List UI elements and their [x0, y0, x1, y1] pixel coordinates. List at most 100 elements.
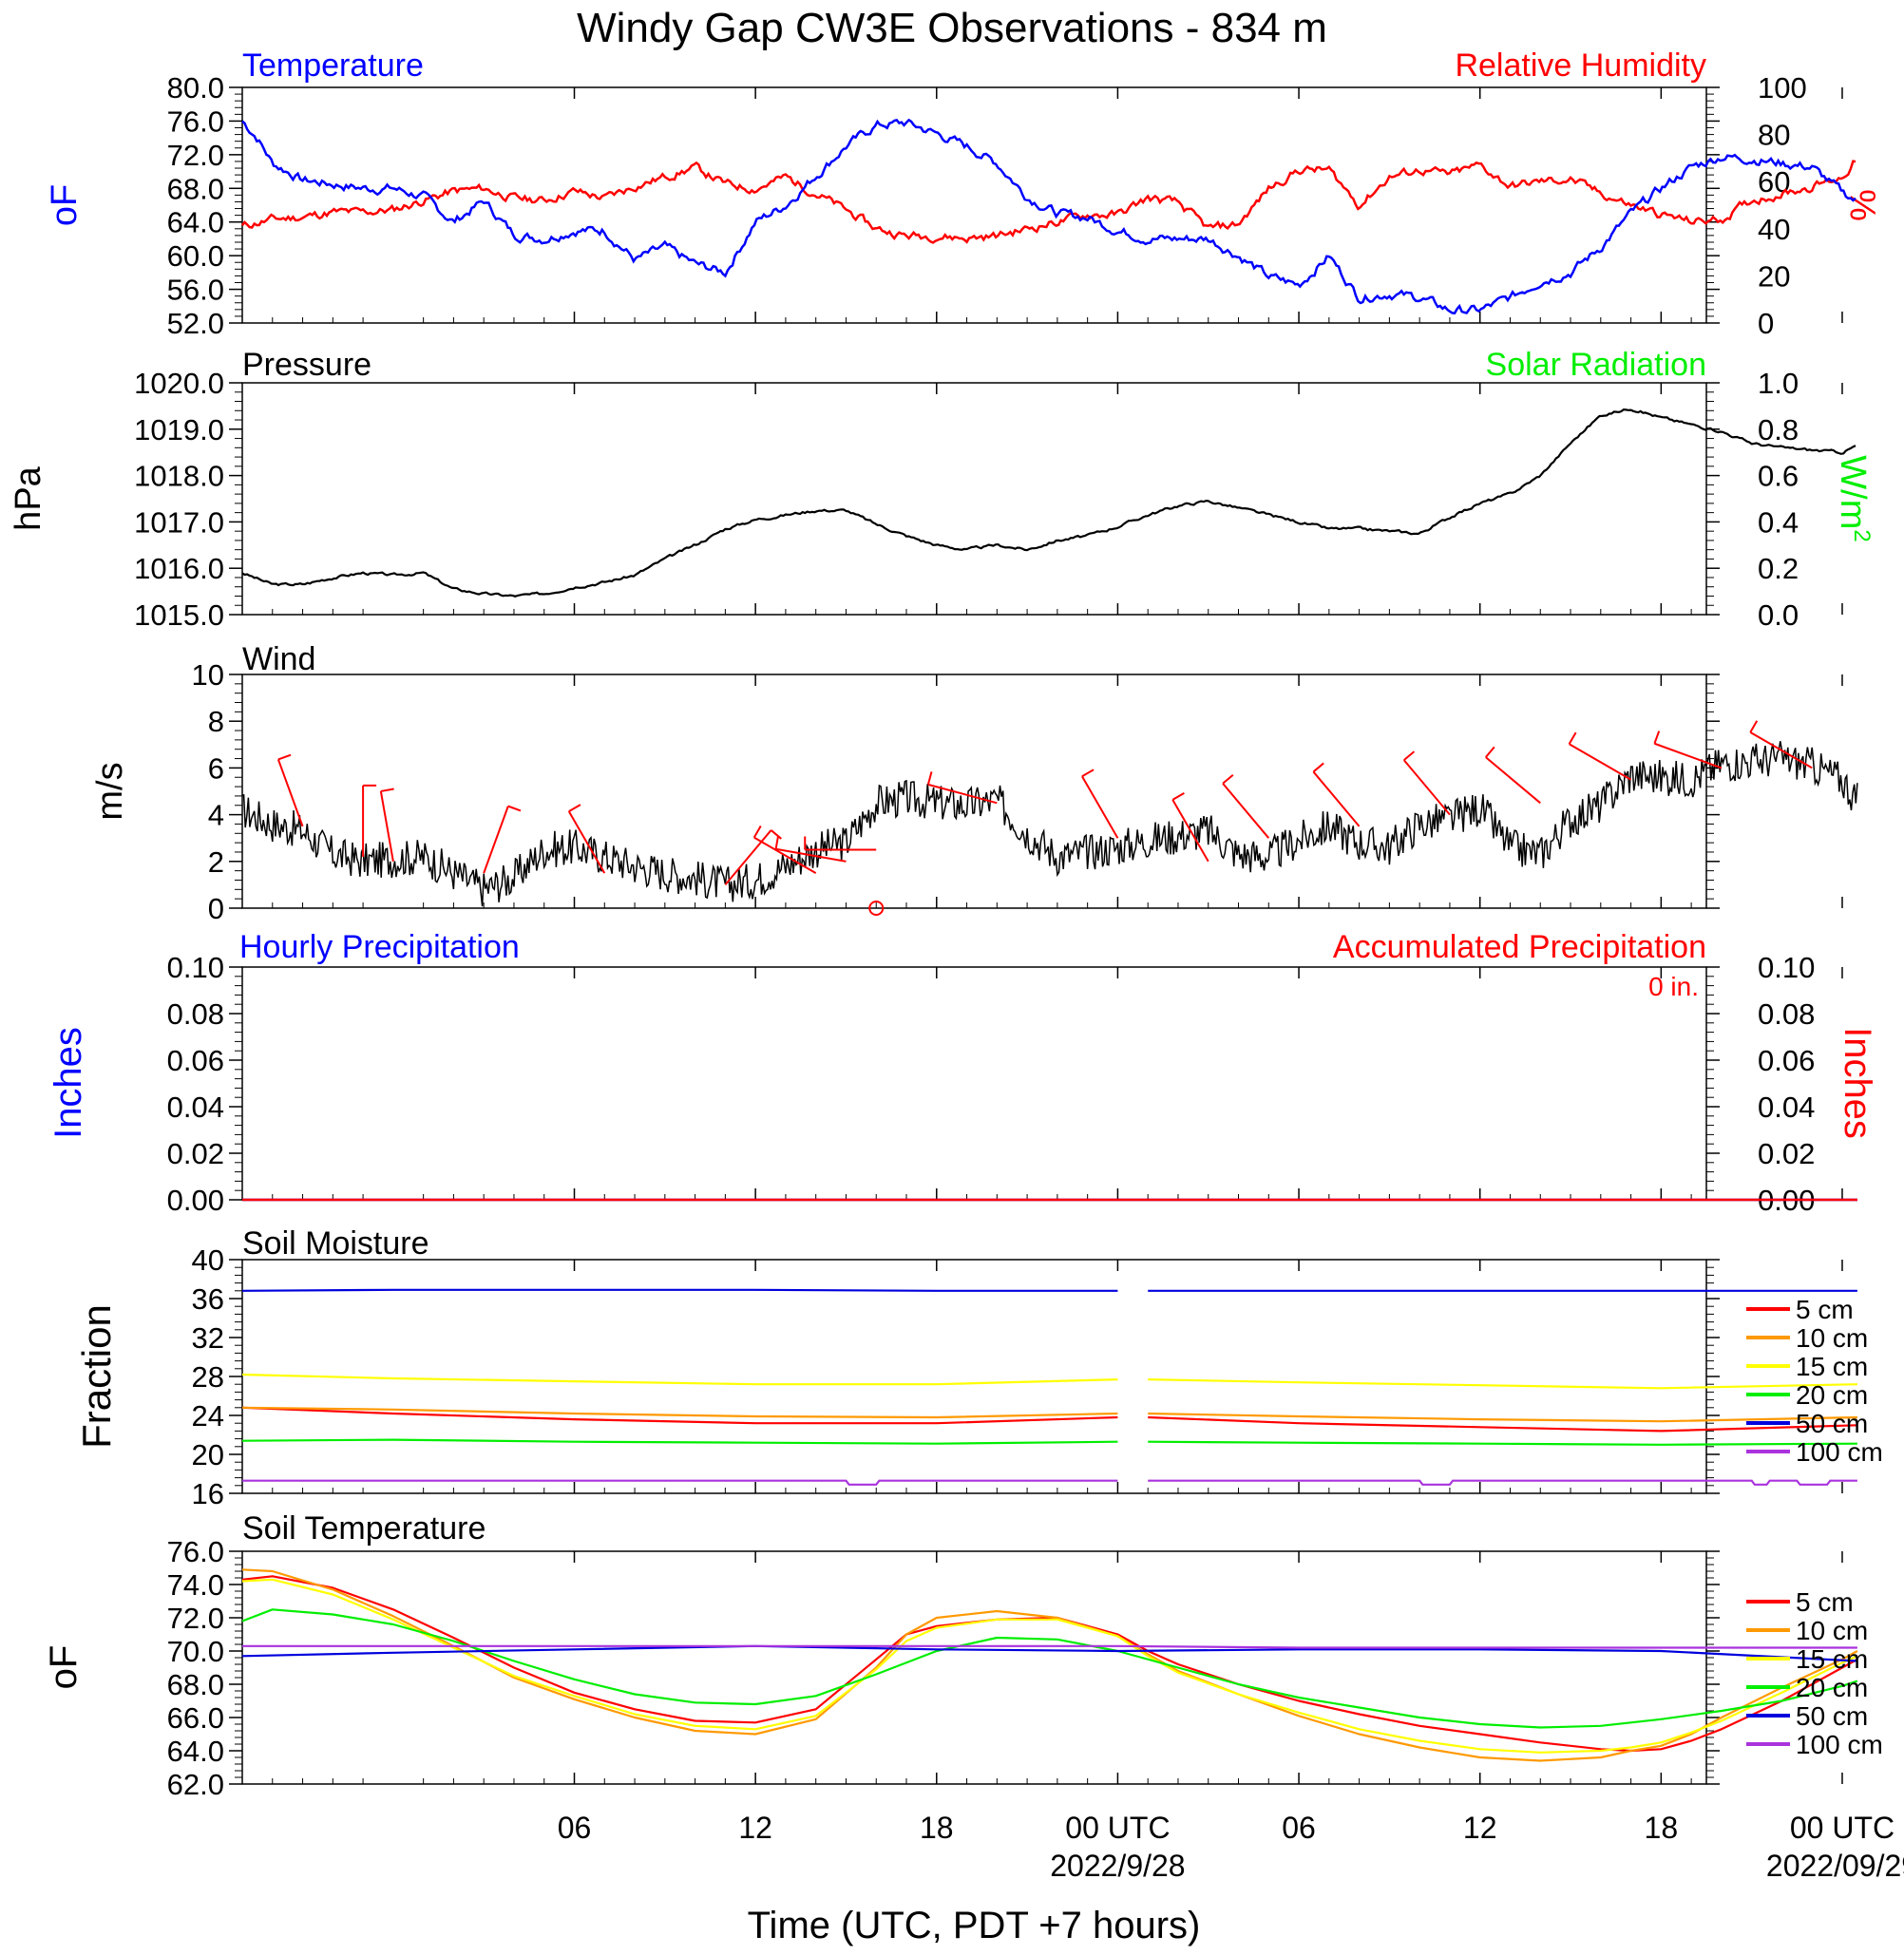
panel-temperature-humidity: Temperature Relative Humidity oF % 80.07…: [45, 47, 1882, 340]
y-tick-labels-solar: 1.0 0.8 0.6 0.4 0.2 0.0: [1758, 367, 1799, 632]
y-tick-label-solar: 0.2: [1758, 552, 1799, 585]
y-tick-label-temperature: 76.0: [167, 104, 224, 138]
y-tick-labels-pressure: 1020.0 1019.0 1018.0 1017.0 1016.0 1015.0: [134, 367, 224, 632]
y-tick-label-temperature: 60.0: [167, 239, 224, 273]
y-unit-solar: W/m2: [1833, 455, 1875, 541]
legend-label: 20 cm: [1796, 1380, 1868, 1410]
y-tick-label-wind: 2: [208, 845, 224, 879]
legend-label: 15 cm: [1796, 1352, 1868, 1381]
axis-ticks-pressure: [229, 382, 1843, 616]
wind-barb-flag: [1312, 762, 1324, 773]
y-tick-labels-temperature: 80.076.072.068.064.060.056.052.0: [167, 71, 224, 340]
panel-precipitation: Hourly Precipitation Accumulated Precipi…: [48, 929, 1878, 1217]
soil-moisture-line-5cm: [241, 1406, 1857, 1433]
x-tick-label: 00 UTC: [1065, 1811, 1170, 1845]
soil-temperature-line-10cm: [241, 1568, 1858, 1762]
y-tick-label-humidity: 20: [1758, 259, 1790, 293]
panel-title-temperature: Temperature: [242, 47, 424, 84]
wind-barb: [1654, 742, 1723, 769]
y-tick-label-wind: 6: [208, 751, 224, 785]
x-date-label: 2022/09/29: [1766, 1849, 1904, 1883]
legend-label: 5 cm: [1796, 1295, 1854, 1324]
wind-barb-flag: [770, 829, 782, 840]
wind-barb: [1485, 756, 1541, 805]
wind-barb-flag: [1222, 773, 1234, 785]
panel-pressure: Pressure Solar Radiation hPa W/m2 1020.0…: [9, 347, 1875, 632]
wind-barb: [1081, 775, 1119, 839]
x-tick-label: 12: [1463, 1811, 1497, 1845]
wind-barb-flag: [1081, 769, 1095, 778]
legend-label: 50 cm: [1796, 1701, 1868, 1731]
axis-ticks-temperature: [229, 86, 1843, 324]
y-tick-label-temperature: 52.0: [167, 307, 224, 340]
legend-label: 5 cm: [1796, 1587, 1854, 1617]
y-tick-label-wind: 4: [208, 799, 224, 832]
x-tick-label: 00 UTC: [1790, 1811, 1894, 1845]
axis-ticks-wind: [229, 674, 1843, 909]
y-tick-label-soil-moisture: 40: [192, 1243, 224, 1277]
soil-temperature-line-100cm: [242, 1644, 1857, 1649]
y-tick-label-accum-precip: 0.02: [1758, 1137, 1815, 1170]
y-tick-label-solar: 0.6: [1758, 460, 1799, 493]
y-tick-label-solar: 1.0: [1758, 367, 1799, 400]
axis-ticks-precipitation: [229, 966, 1843, 1201]
wind-barb-flag: [752, 825, 762, 839]
plot-frame-temperature: [241, 86, 1707, 324]
plot-frame-precipitation: [241, 966, 1707, 1201]
wind-barb: [1402, 759, 1451, 816]
panel-title-soil-moisture: Soil Moisture: [242, 1225, 429, 1262]
wind-barb-flag: [774, 835, 780, 849]
panel-title-wind: Wind: [242, 641, 315, 677]
y-tick-label-soil-moisture: 16: [192, 1477, 224, 1510]
humidity-line: [241, 160, 1856, 244]
wind-barb-flag: [1171, 791, 1185, 801]
wind-barb: [724, 829, 772, 886]
x-tick-label: 06: [558, 1811, 592, 1845]
pressure-line: [241, 408, 1856, 598]
legend-label: 100 cm: [1796, 1437, 1883, 1467]
wind-barb: [1569, 743, 1632, 781]
panel-title-solar: Solar Radiation: [1486, 347, 1706, 383]
soil-moisture-line-15cm: [241, 1373, 1857, 1390]
y-tick-label-soil-moisture: 32: [192, 1321, 224, 1355]
y-unit-temperature: oF: [45, 184, 85, 226]
y-tick-label-humidity: 80: [1758, 119, 1790, 152]
wind-barb-flag: [926, 771, 933, 786]
y-tick-labels-soil-moisture: 40 36 32 28 24 20 16: [192, 1243, 224, 1510]
wind-barb-flag: [380, 788, 394, 792]
y-tick-label-wind: 8: [208, 705, 224, 738]
wind-barb-flag: [1568, 731, 1577, 745]
y-unit-soil-temperature: oF: [43, 1645, 85, 1690]
panel-soil-temperature: Soil Temperature oF 76.074.072.070.068.0…: [43, 1510, 1883, 1801]
legend-label: 10 cm: [1796, 1616, 1868, 1645]
y-tick-label-hourly-precip: 0.00: [167, 1184, 224, 1217]
soil-temperature-line-20cm: [241, 1608, 1858, 1729]
wind-barb: [927, 783, 998, 805]
y-tick-label-pressure: 1015.0: [134, 598, 224, 632]
y-tick-label-soil-temperature: 64.0: [167, 1735, 224, 1768]
wind-speed-line: [241, 741, 1858, 907]
legend-label: 100 cm: [1796, 1730, 1883, 1759]
wind-barb: [567, 810, 606, 874]
soil-moisture-line-50cm: [241, 1288, 1857, 1292]
y-tick-label-solar: 0.4: [1758, 505, 1799, 539]
y-tick-label-wind: 10: [192, 658, 224, 692]
legend-label: 15 cm: [1796, 1644, 1868, 1674]
wind-barb: [1749, 731, 1813, 769]
panel-title-hourly-precip: Hourly Precipitation: [239, 929, 520, 965]
y-unit-soil-moisture: Fraction: [74, 1304, 119, 1449]
x-axis-title: Time (UTC, PDT +7 hours): [748, 1905, 1201, 1946]
axis-ticks-soil-temperature: [229, 1550, 1843, 1785]
axis-ticks-soil-moisture: [229, 1259, 1843, 1494]
soil-temperature-line-15cm: [241, 1578, 1858, 1754]
y-tick-label-soil-temperature: 66.0: [167, 1701, 224, 1735]
series-soil-moisture: [241, 1288, 1857, 1486]
y-tick-label-hourly-precip: 0.06: [167, 1044, 224, 1077]
wind-barb: [379, 790, 394, 862]
soil-moisture-line-10cm: [241, 1406, 1857, 1423]
wind-barb: [276, 759, 304, 827]
y-tick-label-hourly-precip: 0.04: [167, 1091, 224, 1124]
y-tick-labels-soil-temperature: 76.074.072.070.068.066.064.062.0: [167, 1535, 224, 1801]
